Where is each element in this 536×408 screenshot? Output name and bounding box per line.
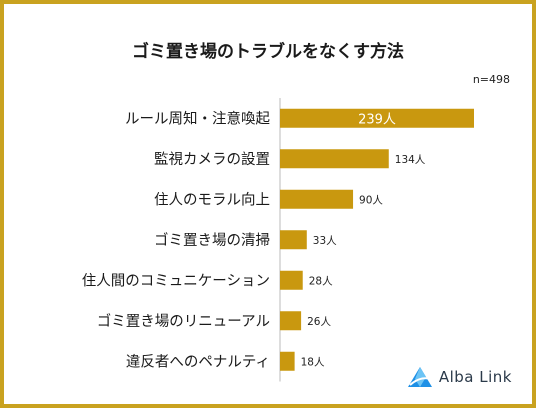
- data-label: 18人: [301, 356, 325, 368]
- category-label: ゴミ置き場のリニューアル: [97, 312, 270, 330]
- bar: [280, 270, 303, 290]
- bar: [280, 351, 295, 371]
- category-label: 違反者へのペナルティ: [126, 353, 270, 370]
- data-label: 33人: [313, 235, 337, 247]
- category-label: ルール周知・注意喚起: [125, 109, 270, 127]
- bar: [280, 108, 474, 128]
- chart-title: ゴミ置き場のトラブルをなくす方法: [132, 42, 404, 62]
- category-label: 監視カメラの設置: [154, 151, 270, 168]
- data-label: 28人: [309, 275, 333, 287]
- data-label: 90人: [359, 194, 383, 206]
- data-label: 134人: [395, 154, 426, 166]
- data-label: 26人: [307, 316, 331, 328]
- data-label: 239人: [358, 112, 396, 127]
- bar: [280, 230, 307, 250]
- category-label: ゴミ置き場の清掃: [154, 231, 270, 249]
- category-label: 住人のモラル向上: [154, 191, 270, 208]
- bar: [280, 149, 389, 169]
- alba-link-logo-icon: [407, 367, 432, 387]
- bar: [280, 189, 354, 209]
- bar: [280, 311, 302, 331]
- brand-name: Alba Link: [438, 368, 512, 386]
- category-label: 住人間のコミュニケーション: [82, 272, 270, 289]
- brand-logo: Alba Link: [407, 366, 512, 388]
- sample-size: n=498: [472, 73, 510, 86]
